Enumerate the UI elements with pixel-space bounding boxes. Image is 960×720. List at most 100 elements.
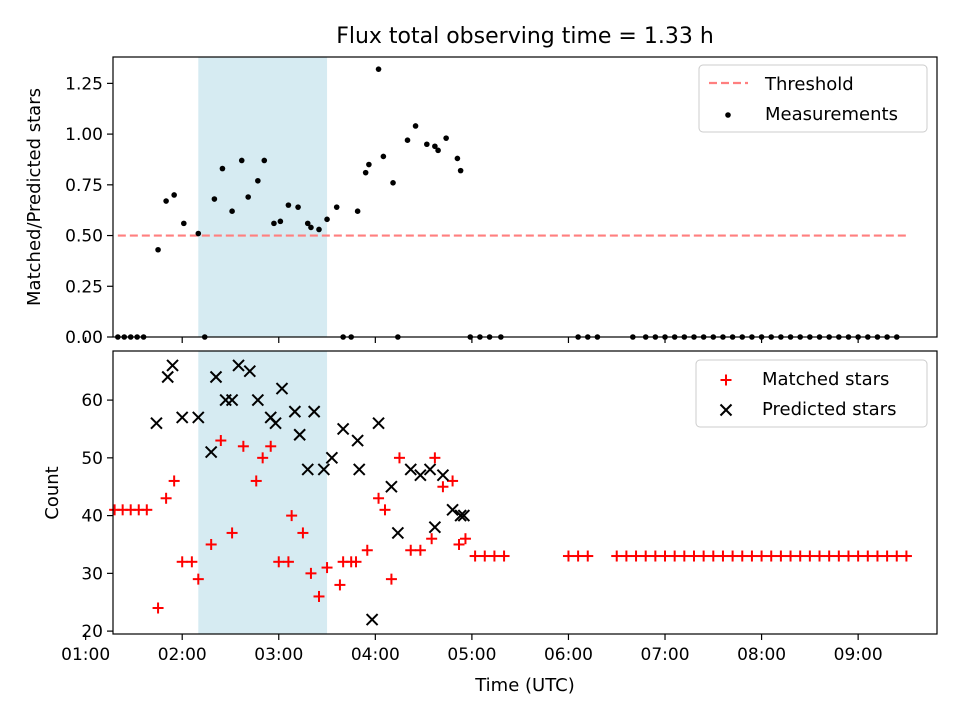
predicted-star-marker [166, 359, 179, 372]
threshold-legend-label: Threshold [764, 74, 854, 95]
matched-star-marker [498, 550, 510, 562]
measurement-point [366, 161, 372, 168]
measurement-point [171, 192, 177, 198]
measurement-point [333, 204, 340, 210]
matched-star-marker [562, 550, 574, 562]
y-tick-label: 0.75 [65, 176, 103, 196]
measurement-point [362, 169, 369, 176]
y-tick-label: 20 [81, 622, 103, 642]
matched-star-marker [717, 550, 729, 562]
predicted-star-marker [251, 393, 265, 407]
matched-star-marker [736, 550, 748, 562]
predicted-star-marker [161, 370, 174, 384]
matched-star-marker [361, 544, 373, 556]
predicted-star-marker [353, 463, 366, 476]
measurement-point [277, 218, 284, 225]
matched-star-marker [334, 579, 346, 591]
bottom-panel-shaded-span [198, 351, 328, 634]
matched-star-marker [794, 550, 806, 562]
matched-star-marker [891, 550, 903, 562]
measurement-point [457, 167, 464, 174]
measurement-point [412, 123, 419, 129]
x-tick-label: 02:00 [158, 645, 207, 665]
predicted-star-marker [317, 463, 331, 476]
measurement-point [435, 147, 441, 154]
matched-star-marker [429, 452, 441, 464]
matched-star-marker [141, 504, 153, 516]
bottom-panel-y-ticks: 20 30 40 50 60 [81, 391, 113, 642]
matched-star-marker [620, 550, 632, 562]
y-tick-label: 1.25 [65, 74, 103, 94]
measurement-point [390, 179, 396, 186]
predicted-star-marker [293, 428, 306, 441]
matched-star-marker [479, 550, 491, 562]
matched-star-marker [823, 550, 835, 562]
x-tick-label: 05:00 [447, 645, 496, 665]
matched-star-marker [727, 550, 739, 562]
matched-star-marker [669, 550, 681, 562]
bottom-panel-matched-stars [109, 435, 912, 614]
matched-star-marker [297, 527, 309, 539]
matched-star-marker [257, 452, 269, 464]
measurement-point [454, 155, 461, 162]
bottom-panel-frame [112, 350, 938, 635]
y-tick-label: 1.00 [65, 125, 103, 145]
measurement-point [354, 208, 361, 215]
matched-star-marker [698, 550, 710, 562]
measurement-point [155, 246, 161, 253]
matched-star-marker [426, 533, 438, 545]
matched-star-marker [582, 550, 594, 562]
measurement-point [219, 165, 226, 172]
measurement-point [324, 216, 330, 223]
top-panel-x-ticks [85, 337, 859, 343]
predicted-star-marker [404, 463, 417, 476]
measurement-point [443, 135, 449, 141]
x-tick-label: 04:00 [351, 645, 400, 665]
matched-legend-swatch [720, 374, 732, 386]
matched-star-marker [265, 440, 277, 452]
matched-star-marker [350, 556, 362, 568]
bottom-panel-x-ticks: 01:00 02:00 03:00 04:00 05:00 06:00 07:00 08:00… [61, 634, 883, 665]
matched-star-marker [488, 550, 500, 562]
measurement-point [375, 66, 382, 72]
x-tick-label: 01:00 [61, 645, 110, 665]
x-axis-label: Time (UTC) [474, 675, 575, 696]
predicted-star-marker [288, 405, 302, 418]
matched-star-marker [804, 550, 816, 562]
predicted-star-marker [209, 370, 223, 384]
matched-star-marker [405, 544, 417, 556]
matched-star-marker [469, 550, 481, 562]
matched-star-marker [862, 550, 874, 562]
matched-star-marker [756, 550, 768, 562]
matched-star-marker [313, 590, 325, 602]
predicted-star-marker [275, 382, 289, 395]
x-tick-label: 03:00 [254, 645, 303, 665]
x-tick-label: 09:00 [834, 645, 883, 665]
measurement-point [424, 141, 430, 148]
predicted-star-marker [192, 411, 205, 424]
measurement-point [285, 202, 292, 208]
y-tick-label: 40 [81, 507, 103, 527]
bottom-panel-predicted-stars [150, 359, 471, 626]
predicted-star-marker [428, 520, 442, 534]
matched-star-marker [688, 550, 700, 562]
matched-star-marker [373, 492, 385, 504]
predicted-star-marker [336, 422, 350, 436]
matched-star-marker [833, 550, 845, 562]
predicted-star-marker [385, 480, 398, 493]
measurement-point [308, 224, 314, 231]
y-tick-label: 0.25 [65, 277, 103, 297]
measurements-legend-swatch [725, 112, 731, 118]
matched-star-marker [611, 550, 623, 562]
matched-star-marker [852, 550, 864, 562]
matched-star-marker [321, 562, 333, 574]
predicted-star-marker [446, 503, 459, 517]
predicted-star-marker [301, 463, 314, 476]
y-tick-label: 60 [81, 391, 103, 411]
matched-star-marker [746, 550, 758, 562]
measurement-point [380, 153, 387, 160]
matched-star-marker [707, 550, 719, 562]
matched-star-marker [215, 435, 227, 447]
predicted-legend-marker [719, 403, 733, 417]
